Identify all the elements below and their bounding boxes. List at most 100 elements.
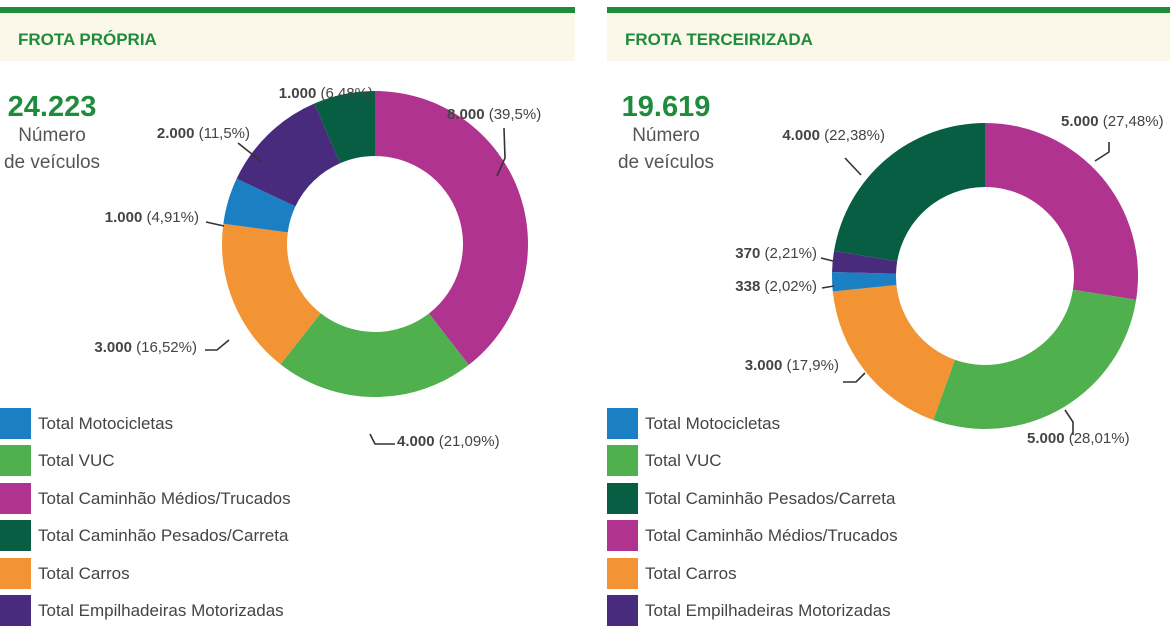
- legend-item: Total Caminhão Pesados/Carreta: [0, 520, 440, 552]
- panel-header: FROTA TERCEIRIZADA: [607, 13, 1170, 61]
- data-label-value: 338: [735, 278, 760, 295]
- panel-frota-propria: FROTA PRÓPRIA 24.223 Número de veículos …: [0, 0, 575, 632]
- legend-item: Total Carros: [607, 557, 1047, 590]
- data-label: 5.000 (27,48%): [1061, 113, 1164, 130]
- leader-line: [821, 285, 835, 289]
- data-label-value: 3.000: [745, 357, 783, 374]
- legend-item: Total Carros: [0, 557, 440, 590]
- data-label-percent: (17,9%): [782, 357, 839, 374]
- data-label-percent: (6,48%): [316, 85, 373, 102]
- panel-header: FROTA PRÓPRIA: [0, 13, 575, 61]
- legend-swatch: [607, 482, 638, 514]
- legend-swatch: [0, 408, 31, 439]
- panel-title: FROTA TERCEIRIZADA: [625, 30, 813, 49]
- data-label-percent: (2,21%): [760, 245, 817, 262]
- legend-item: Total Caminhão Médios/Trucados: [607, 520, 1047, 552]
- total-number: 19.619: [621, 91, 711, 123]
- legend-item: Total Caminhão Pesados/Carreta: [607, 482, 1047, 515]
- leader-line: [369, 433, 395, 445]
- data-label-value: 5.000: [1061, 113, 1099, 130]
- panel-top-bar: [607, 7, 1170, 13]
- vehicle-total: 19.619 Número de veículos: [607, 92, 725, 176]
- slice-total-caminhao-pesados-carreta: [834, 123, 985, 262]
- data-label: 1.000 (6,48%): [279, 85, 373, 102]
- legend-item: Total Empilhadeiras Motorizadas: [0, 595, 440, 627]
- leader-line: [820, 257, 834, 262]
- legend-label: Total Caminhão Pesados/Carreta: [645, 488, 896, 508]
- slice-total-empilhadeiras-motorizadas: [236, 103, 341, 207]
- data-label: 5.000 (28,01%): [1027, 430, 1130, 447]
- legend-item: Total Motocicletas: [607, 408, 1047, 440]
- leader-line: [843, 372, 866, 383]
- data-label: 8.000 (39,5%): [447, 106, 541, 123]
- leader-line: [205, 221, 225, 227]
- data-label: 338 (2,02%): [735, 278, 817, 295]
- total-label-line2: de veículos: [617, 152, 715, 173]
- data-label: 2.000 (11,5%): [157, 125, 250, 142]
- slice-total-motocicletas: [223, 178, 296, 233]
- legend-swatch: [607, 557, 638, 589]
- data-label: 4.000 (21,09%): [397, 433, 500, 450]
- panel-top-bar: [0, 7, 575, 13]
- slice-total-vuc: [933, 289, 1137, 429]
- total-label-line1: Número: [18, 125, 86, 146]
- legend-label: Total Motocicletas: [38, 414, 174, 433]
- donut-chart: 8.000 (39,5%) 4.000 (21,09%) 3.000 (16,52%…: [94, 85, 541, 450]
- data-label-percent: (16,52%): [132, 339, 197, 356]
- slice-total-vuc: [280, 313, 469, 397]
- leader-line: [237, 142, 263, 163]
- slice-total-caminhao-pesados-carreta: [314, 91, 375, 164]
- legend-label: Total Carros: [38, 563, 130, 583]
- data-label-percent: (2,02%): [760, 278, 817, 295]
- data-label-value: 2.000: [157, 125, 195, 142]
- data-label: 1.000 (4,91%): [105, 209, 199, 226]
- data-label-percent: (39,5%): [485, 106, 542, 123]
- slice-total-motocicletas: [832, 272, 897, 292]
- panel-title: FROTA PRÓPRIA: [18, 30, 157, 49]
- legend-swatch: [0, 595, 31, 626]
- legend-item: Total Motocicletas: [0, 408, 440, 440]
- legend-item: Total Caminhão Médios/Trucados: [0, 482, 440, 515]
- data-label-value: 370: [735, 245, 760, 262]
- legend-label: Total Motocicletas: [645, 414, 781, 433]
- slice-total-caminhao-medios-trucados: [375, 91, 528, 365]
- data-label: 370 (2,21%): [735, 245, 817, 262]
- legend-swatch: [0, 520, 31, 552]
- legend-swatch: [0, 557, 31, 589]
- slice-total-empilhadeiras-motorizadas: [832, 250, 898, 274]
- legend-label: Total VUC: [645, 451, 722, 471]
- slice-total-caminhao-medios-trucados: [985, 123, 1138, 300]
- leader-line: [844, 157, 862, 176]
- leader-line: [205, 339, 230, 351]
- leader-line: [1064, 409, 1074, 435]
- vehicle-total: 24.223 Número de veículos: [0, 92, 104, 176]
- data-label: 3.000 (17,9%): [745, 357, 839, 374]
- data-label-value: 3.000: [94, 339, 132, 356]
- total-number: 24.223: [7, 91, 97, 123]
- data-label-value: 4.000: [397, 433, 435, 450]
- legend-label: Total VUC: [38, 451, 115, 471]
- data-label-percent: (11,5%): [194, 125, 250, 142]
- leader-line: [1094, 142, 1110, 162]
- data-label-value: 5.000: [1027, 430, 1065, 447]
- data-label-value: 8.000: [447, 106, 485, 123]
- data-label-value: 1.000: [279, 85, 317, 102]
- legend-swatch: [607, 595, 638, 626]
- total-label-line1: Número: [632, 125, 700, 146]
- data-label-percent: (28,01%): [1065, 430, 1130, 447]
- legend-label: Total Empilhadeiras Motorizadas: [38, 601, 284, 620]
- legend-label: Total Caminhão Médios/Trucados: [38, 488, 291, 508]
- data-label: 4.000 (22,38%): [782, 127, 885, 144]
- legend-item: Total VUC: [0, 445, 440, 477]
- legend-item: Total Empilhadeiras Motorizadas: [607, 595, 1047, 627]
- legend-label: Total Caminhão Pesados/Carreta: [38, 526, 289, 546]
- data-label-value: 1.000: [105, 209, 143, 226]
- legend-item: Total VUC: [607, 445, 1047, 477]
- legend-label: Total Carros: [645, 563, 737, 583]
- panel-frota-terceirizada: FROTA TERCEIRIZADA 19.619 Número de veíc…: [607, 0, 1170, 632]
- slice-total-carros: [221, 223, 321, 365]
- data-label-percent: (27,48%): [1099, 113, 1164, 130]
- data-label-percent: (4,91%): [142, 209, 199, 226]
- legend-label: Total Empilhadeiras Motorizadas: [645, 601, 891, 620]
- data-label: 3.000 (16,52%): [94, 339, 197, 356]
